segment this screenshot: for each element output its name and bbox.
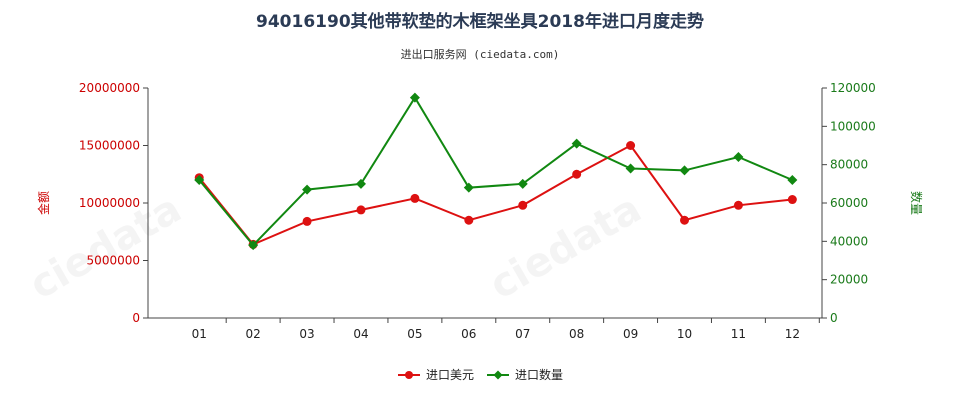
y-right-tick-label: 80000 (830, 158, 868, 172)
data-point-quantity (302, 184, 313, 195)
data-point-quantity (679, 165, 690, 176)
series-line-amount (198, 144, 793, 246)
x-tick-label: 05 (407, 327, 422, 341)
chart-subtitle: 进出口服务网 (ciedata.com) (401, 47, 560, 61)
series-line-quantity (198, 95, 793, 247)
data-point-amount (572, 169, 582, 179)
data-point-amount (302, 216, 312, 226)
x-tick-label: 02 (246, 327, 261, 341)
data-point-quantity (355, 178, 366, 189)
data-point-amount (410, 193, 420, 203)
watermark-logo: ciedata (482, 186, 649, 309)
x-tick-label: 11 (731, 327, 746, 341)
data-point-quantity (248, 240, 259, 251)
series-layer (194, 92, 798, 251)
x-tick-label: 12 (785, 327, 800, 341)
data-point-amount (680, 215, 690, 225)
axes-layer: 0 5000000 10000000 15000000 20000000 0 20000 40… (79, 81, 876, 341)
legend-swatch-marker (405, 371, 413, 379)
x-tick-label: 03 (299, 327, 314, 341)
data-point-quantity (733, 152, 744, 162)
y-right-tick-label: 40000 (830, 234, 868, 248)
data-point-amount (518, 200, 528, 210)
data-point-amount (356, 205, 366, 215)
data-point-quantity (625, 163, 636, 174)
y-left-tick-label: 10000000 (79, 196, 140, 210)
data-point-quantity (463, 182, 474, 193)
x-tick-label: 10 (677, 327, 692, 341)
y-left-tick-label: 20000000 (79, 81, 140, 95)
y-left-tick-label: 15000000 (79, 139, 140, 153)
data-point-quantity (571, 138, 582, 149)
y-left-tick-label: 0 (132, 311, 140, 325)
data-point-quantity (517, 178, 528, 189)
x-tick-label: 07 (515, 327, 530, 341)
chart-title: 94016190其他带软垫的木框架坐具2018年进口月度走势 (256, 11, 704, 32)
y-right-axis-title: 数量 (909, 191, 924, 215)
x-tick-label: 06 (461, 327, 476, 341)
legend-swatch-marker (493, 370, 503, 380)
data-point-quantity (409, 92, 420, 103)
y-left-axis-title: 金额 (36, 191, 51, 215)
y-left-tick-label: 5000000 (87, 254, 140, 268)
legend-label: 进口数量 (515, 367, 563, 382)
x-tick-label: 01 (192, 327, 207, 341)
x-tick-label: 08 (569, 327, 584, 341)
legend: 进口美元 进口数量 (398, 367, 563, 382)
y-right-tick-label: 120000 (830, 81, 876, 95)
data-point-amount (626, 141, 636, 150)
y-right-tick-label: 0 (830, 311, 838, 325)
data-point-amount (787, 195, 797, 205)
y-right-tick-label: 60000 (830, 196, 868, 210)
data-point-quantity (787, 175, 798, 185)
data-point-amount (464, 215, 474, 225)
x-tick-label: 04 (353, 327, 368, 341)
data-point-amount (733, 200, 743, 210)
y-right-tick-label: 20000 (830, 273, 868, 287)
x-tick-label: 09 (623, 327, 638, 341)
y-right-tick-label: 100000 (830, 119, 876, 133)
data-point-quantity (194, 175, 205, 185)
legend-label: 进口美元 (426, 368, 474, 382)
